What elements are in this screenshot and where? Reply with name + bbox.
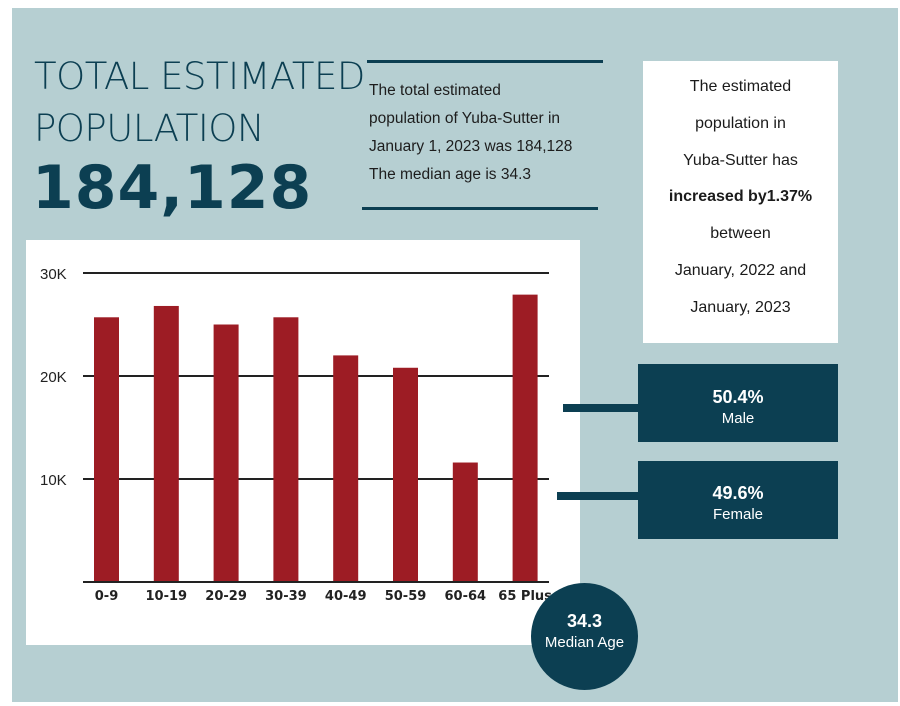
summary-top-rule [367,60,603,63]
bar-65-plus [512,294,538,582]
x-tick-label: 30-39 [265,589,307,604]
summary-bottom-rule [362,207,598,210]
x-tick-label: 60-64 [445,589,487,604]
x-tick-label: 20-29 [205,589,247,604]
bar-50-59 [393,367,418,582]
bar-60-64 [452,462,478,582]
bar-0-9 [94,317,119,582]
summary-line: population of Yuba-Sutter in [369,110,561,127]
x-tick-label: 50-59 [385,589,427,604]
growth-line: population in [695,114,786,132]
growth-line: Yuba-Sutter has [683,151,798,169]
bar-40-49 [333,355,359,582]
median-age-badge: 34.3 Median Age [531,583,638,690]
female-percentage: 49.6% [712,483,764,503]
bar-10-19 [153,305,179,582]
total-population-value: 184,128 [32,153,313,223]
growth-box: The estimated population in Yuba-Sutter … [643,61,838,343]
growth-highlight: increased by1.37% [668,188,813,206]
page-title-line1: TOTAL ESTIMATED [34,55,365,98]
summary-line: The total estimated [369,82,501,99]
female-connector [557,492,639,500]
growth-line: January, 2023 [690,298,791,316]
x-tick-label: 65 Plus [498,589,552,604]
x-tick-label: 0-9 [95,589,119,604]
bar-20-29 [213,324,239,582]
male-stat-box: 50.4% Male [638,364,838,442]
y-tick-label: 10K [40,472,67,489]
growth-line: between [710,225,771,243]
male-connector [563,404,639,412]
summary-text: The total estimated population of Yuba-S… [369,77,604,189]
median-age-value: 34.3 [566,611,603,631]
male-label: Male [721,410,755,427]
x-tick-label: 40-49 [325,589,367,604]
bar-30-39 [273,317,299,582]
page-title-line2: POPULATION [34,107,265,150]
summary-line: January 1, 2023 was 184,128 [369,138,573,155]
growth-line: The estimated [689,78,792,95]
female-stat-box: 49.6% Female [638,461,838,539]
summary-line: The median age is 34.3 [369,166,531,183]
median-age-label: Median Age [544,634,625,651]
y-tick-label: 30K [40,266,67,283]
y-tick-label: 20K [40,369,67,386]
male-percentage: 50.4% [712,387,764,407]
x-tick-label: 10-19 [146,589,188,604]
growth-line: January, 2022 and [674,261,807,279]
female-label: Female [712,506,764,523]
